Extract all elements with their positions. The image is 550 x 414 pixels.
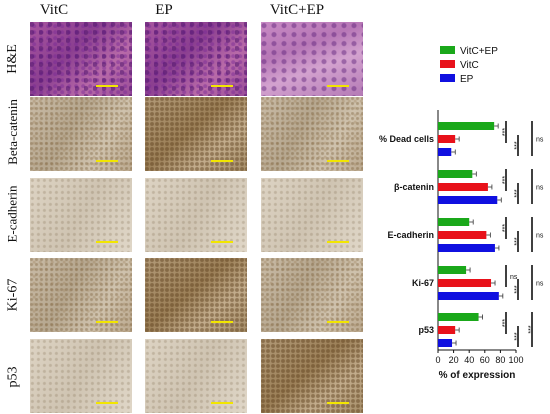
significance-label-0-1: *** — [514, 141, 521, 149]
significance-label-1-1: *** — [514, 189, 521, 197]
significance-label-3-1: *** — [514, 285, 521, 293]
significance-label-2-2: ns — [536, 233, 544, 240]
x-tick-label-5: 100 — [508, 355, 523, 365]
bar-1-1 — [438, 183, 488, 191]
significance-label-0-2: ns — [536, 137, 544, 144]
scale-bar — [211, 160, 233, 162]
significance-label-2-1: *** — [514, 237, 521, 245]
micrograph-he-vitc — [30, 22, 132, 96]
scale-bar — [327, 241, 349, 243]
category-label-2: E-cadherin — [387, 230, 434, 240]
significance-label-1-2: ns — [536, 185, 544, 192]
x-tick-label-1: 20 — [449, 355, 459, 365]
micrograph-p53-vitc — [30, 339, 132, 413]
bar-0-0 — [438, 122, 495, 130]
micrograph-p53-ep — [145, 339, 247, 413]
micrograph-e-cadherin-vitc-ep — [261, 178, 363, 252]
significance-label-4-0: *** — [502, 319, 509, 327]
column-label-vitc-ep: VitC+EP — [269, 2, 325, 18]
scale-bar — [211, 321, 233, 323]
micrograph-ki67-vitc — [30, 258, 132, 332]
significance-label-2-0: *** — [502, 224, 509, 232]
bar-4-0 — [438, 313, 479, 321]
micrograph-e-cadherin-ep — [145, 178, 247, 252]
scale-bar — [211, 241, 233, 243]
bar-3-2 — [438, 292, 499, 300]
legend-swatch-1 — [440, 60, 455, 68]
expression-bar-chart: VitC+EP VitC EP 0 20 40 60 80 100 % of expression… — [379, 46, 544, 381]
micrograph-beta-catenin-vitc-ep — [261, 97, 363, 171]
legend-label-2: EP — [460, 74, 474, 85]
micrograph-p53-vitc-ep — [261, 339, 363, 413]
significance-label-3-2: ns — [536, 281, 544, 288]
bar-3-1 — [438, 279, 492, 287]
micrograph-he-ep — [145, 22, 247, 96]
micrograph-e-cadherin-vitc — [30, 178, 132, 252]
scale-bar — [327, 402, 349, 404]
legend-label-1: VitC — [460, 60, 479, 71]
scale-bar — [96, 321, 118, 323]
scale-bar — [96, 241, 118, 243]
scale-bar — [96, 160, 118, 162]
scale-bar — [327, 321, 349, 323]
micrograph-ki67-ep — [145, 258, 247, 332]
row-label-beta-catenin: Beta-catenin — [5, 99, 20, 165]
scale-bar — [327, 85, 349, 87]
micrograph-ki67-vitc-ep — [261, 258, 363, 332]
x-tick-label-4: 80 — [495, 355, 505, 365]
bar-0-1 — [438, 135, 456, 143]
bar-4-2 — [438, 339, 453, 347]
x-tick-label-3: 60 — [480, 355, 490, 365]
significance-label-4-2: *** — [528, 325, 535, 333]
x-axis-label: % of expression — [439, 370, 516, 381]
bar-2-0 — [438, 218, 470, 226]
row-label-ki67: Ki-67 — [5, 278, 21, 312]
significance-label-1-0: *** — [502, 176, 509, 184]
legend-swatch-2 — [440, 74, 455, 82]
bar-1-0 — [438, 170, 473, 178]
scale-bar — [96, 402, 118, 404]
category-label-3: Ki-67 — [412, 278, 434, 288]
bar-0-2 — [438, 148, 452, 156]
category-label-0: % Dead cells — [379, 134, 434, 144]
column-label-vitc: VitC — [39, 2, 69, 18]
significance-label-4-1: *** — [514, 332, 521, 340]
category-label-1: β-catenin — [394, 182, 434, 192]
x-tick-label-2: 40 — [464, 355, 474, 365]
bar-2-2 — [438, 244, 495, 252]
micrograph-beta-catenin-ep — [145, 97, 247, 171]
row-label-p53: p53 — [5, 366, 20, 388]
legend-label-0: VitC+EP — [460, 46, 498, 57]
micrograph-he-vitc-ep — [261, 22, 363, 96]
x-tick-label-0: 0 — [435, 355, 440, 365]
scale-bar — [211, 85, 233, 87]
significance-label-3-0: ns — [510, 274, 518, 281]
micrograph-beta-catenin-vitc — [30, 97, 132, 171]
bar-3-0 — [438, 266, 467, 274]
row-label-he: H&E — [5, 44, 20, 74]
bar-2-1 — [438, 231, 487, 239]
scale-bar — [211, 402, 233, 404]
significance-label-0-0: *** — [502, 128, 509, 136]
scale-bar — [327, 160, 349, 162]
row-label-e-cadherin: E-cadherin — [5, 185, 20, 243]
bar-1-2 — [438, 196, 498, 204]
column-label-ep: EP — [155, 2, 173, 18]
legend-swatch-0 — [440, 46, 455, 54]
category-label-4: p53 — [418, 325, 434, 335]
scale-bar — [96, 85, 118, 87]
bar-4-1 — [438, 326, 456, 334]
